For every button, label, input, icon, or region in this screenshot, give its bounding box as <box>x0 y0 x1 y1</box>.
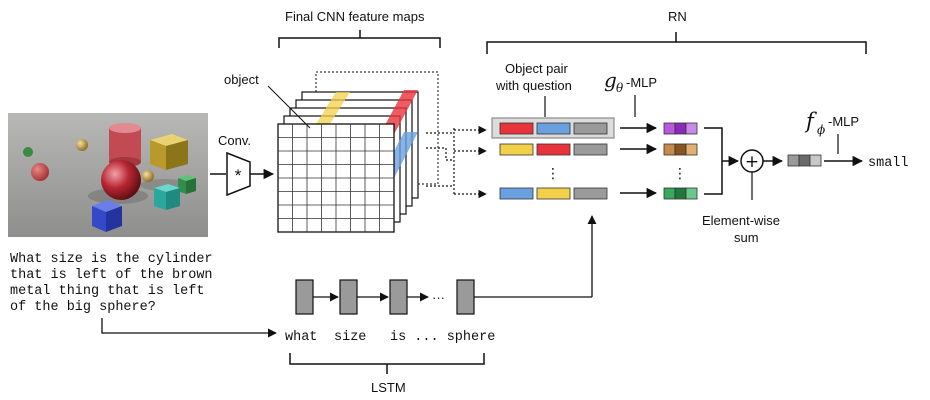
final-cnn-brace <box>278 37 441 48</box>
pair-row-2 <box>499 143 608 156</box>
conv-label: Conv. <box>218 133 251 148</box>
question-line-1: What size is the cylinder <box>10 252 213 267</box>
small-gold-sphere-2 <box>142 170 154 182</box>
g-theta-suffix: -MLP <box>626 75 657 90</box>
g-output-purple <box>663 122 698 135</box>
lstm-brace <box>289 353 485 365</box>
g-theta-symbol: g <box>604 68 617 92</box>
sum-plus: + <box>745 152 759 172</box>
feature-map-front-grid <box>277 123 395 233</box>
cyan-cube <box>154 184 180 210</box>
small-green-sphere <box>23 147 33 157</box>
arrow-question-to-lstm <box>101 318 277 338</box>
big-red-sphere <box>101 160 141 200</box>
g-output-brown <box>663 143 698 156</box>
pair-row-3 <box>499 187 608 200</box>
lstm-label: LSTM <box>371 380 406 395</box>
scene-image <box>8 113 208 237</box>
question-line-2: that is left of the brown <box>10 268 213 283</box>
final-cnn-title: Final CNN feature maps <box>285 9 425 24</box>
dotted-connectors <box>426 128 455 196</box>
f-phi-symbol: f <box>804 109 817 133</box>
lstm-word-what: what <box>285 330 317 345</box>
lstm-word-rest: is ... sphere <box>390 330 495 345</box>
sum-node: + <box>740 149 764 173</box>
conv-star: * <box>235 166 242 185</box>
g-theta-subscript: θ <box>616 81 624 95</box>
object-label: object <box>224 72 259 87</box>
gold-cube <box>150 134 188 170</box>
summed-vector <box>787 154 822 167</box>
lstm-hdots: ··· <box>432 290 445 305</box>
small-gold-sphere <box>76 139 88 151</box>
question-line-4: of the big sphere? <box>10 300 156 315</box>
g-output-green <box>663 187 698 200</box>
elementwise-label-1: Element-wise <box>702 213 780 228</box>
elementwise-label-2: sum <box>734 230 759 245</box>
f-phi-subscript: ϕ <box>817 123 825 137</box>
small-red-sphere <box>31 163 49 181</box>
object-pair-label-2: with question <box>495 78 572 93</box>
lstm-word-size: size <box>334 330 366 345</box>
sum-bracket <box>704 127 723 195</box>
green-cube <box>178 175 196 194</box>
red-cylinder <box>109 123 141 167</box>
f-phi-suffix: -MLP <box>828 114 859 129</box>
rn-brace <box>486 41 867 54</box>
conv-block: * <box>226 151 251 197</box>
object-pointer <box>267 85 311 129</box>
blue-cube <box>92 200 122 232</box>
question-line-3: metal thing that is left <box>10 284 204 299</box>
g-output-vdots: ⋮ <box>673 166 687 182</box>
rn-title: RN <box>668 9 687 24</box>
pair-vdots: ⋮ <box>546 166 560 182</box>
pair-row-1 <box>499 122 608 135</box>
output-answer: small <box>868 156 909 171</box>
object-pair-label-1: Object pair <box>505 61 569 76</box>
